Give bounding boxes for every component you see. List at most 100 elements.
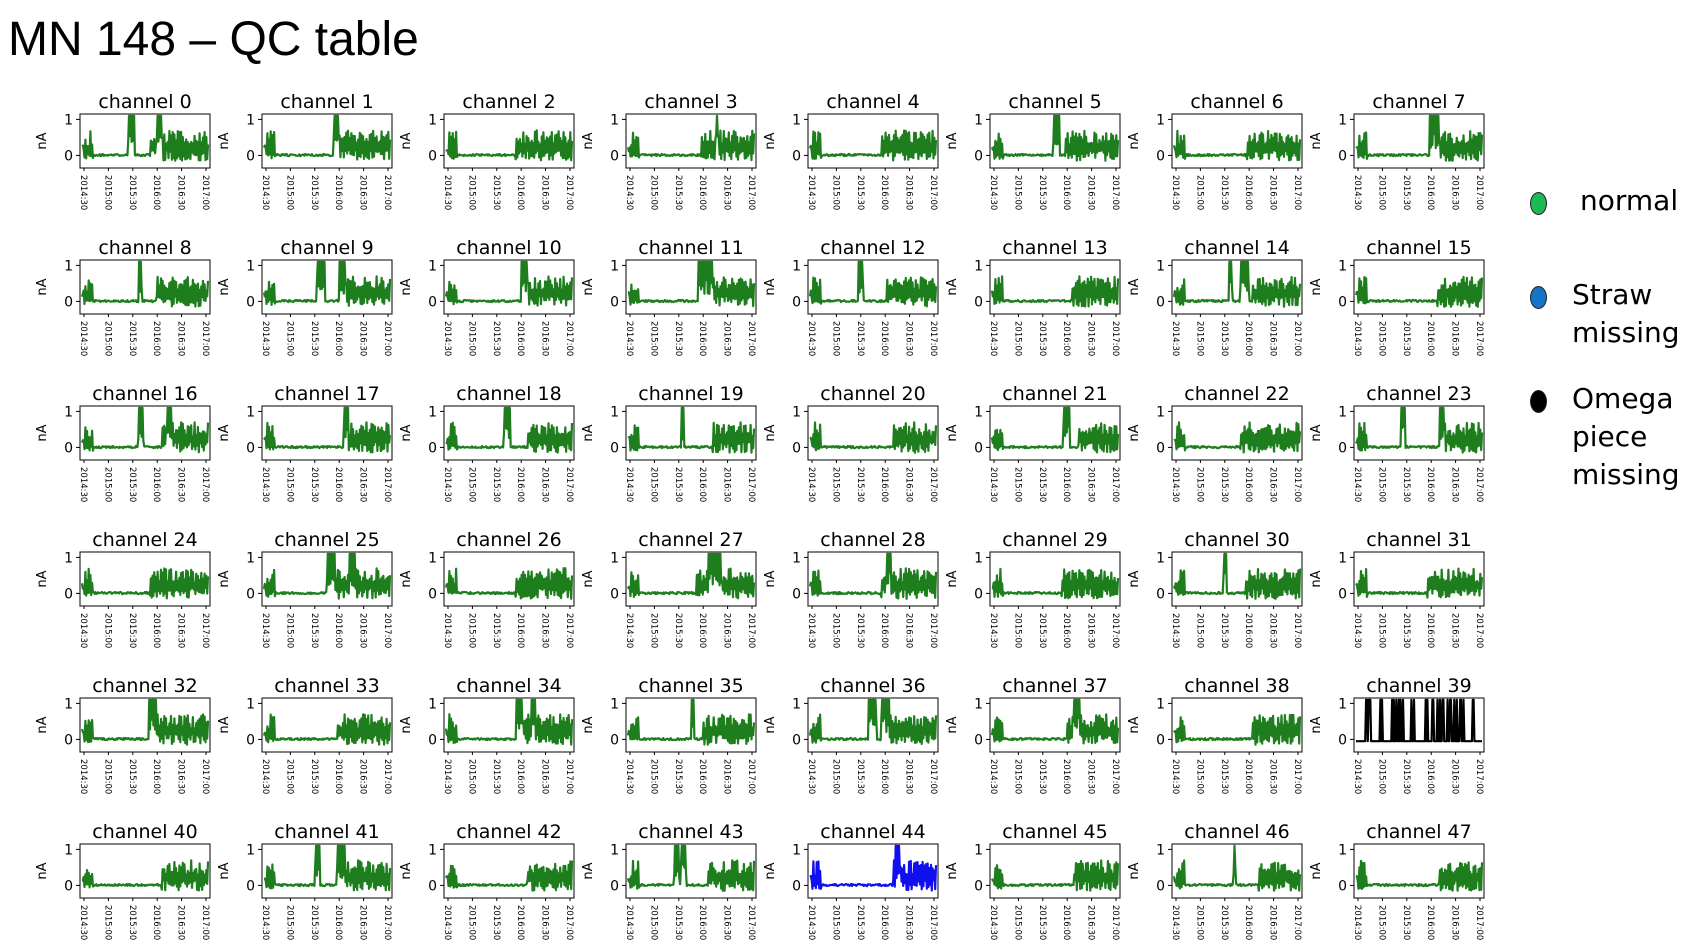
x-tick-label: 2016:00	[1061, 467, 1071, 502]
x-tick-label: 2017:00	[1474, 175, 1484, 210]
x-tick-label: 2017:00	[746, 613, 756, 648]
series-line	[1355, 698, 1483, 743]
x-tick-label: 2016:00	[1243, 467, 1253, 502]
panel-channel-5: channel 5 1 0 nA 2014:30 2015:00 2015:30 2016:0…	[945, 91, 1121, 210]
series-line	[1355, 406, 1484, 454]
x-tick-label: 2017:00	[1110, 759, 1120, 794]
x-tick-label: 2015:30	[1401, 175, 1411, 210]
panel-title: channel 24	[92, 529, 197, 551]
plot-frame	[79, 551, 211, 607]
y-tick-label: 0	[974, 586, 983, 602]
y-tick-label: 0	[246, 586, 255, 602]
x-tick-label: 2016:00	[151, 759, 161, 794]
x-tick-label: 2015:30	[1401, 759, 1411, 794]
panel-title: channel 1	[280, 91, 373, 113]
x-tick-label: 2016:00	[1061, 759, 1071, 794]
y-tick-label: 1	[246, 550, 255, 566]
x-tick-label: 2014:30	[806, 321, 816, 356]
plot-frame	[261, 259, 393, 315]
x-tick-label: 2016:00	[1425, 321, 1435, 356]
panel-title: channel 10	[456, 237, 561, 259]
x-tick-label: 2016:30	[1450, 321, 1460, 356]
panel-channel-9: channel 9 1 0 nA 2014:30 2015:00 2015:30 2016:0…	[217, 237, 393, 356]
panel-title: channel 27	[638, 529, 743, 551]
plot-frame	[625, 259, 757, 315]
panel-channel-11: channel 11 1 0 nA 2014:30 2015:00 2015:30 2016:…	[581, 237, 757, 356]
y-tick-label: 0	[1156, 732, 1165, 748]
x-tick-label: 2016:00	[151, 321, 161, 356]
x-tick-label: 2017:00	[1292, 613, 1302, 648]
y-axis-label: nA	[581, 862, 596, 879]
x-tick-label: 2016:00	[515, 321, 525, 356]
panel-channel-13: channel 13 1 0 nA 2014:30 2015:00 2015:30 2016:…	[945, 237, 1121, 356]
y-tick-label: 1	[64, 404, 73, 420]
x-tick-label: 2015:30	[855, 175, 865, 210]
x-tick-label: 2014:30	[624, 321, 634, 356]
y-tick-label: 0	[1156, 148, 1165, 164]
y-axis-label: nA	[763, 132, 778, 149]
y-axis-label: nA	[1309, 716, 1324, 733]
plot-frame	[807, 259, 939, 315]
y-tick-label: 0	[974, 440, 983, 456]
y-tick-label: 0	[792, 732, 801, 748]
panel-title: channel 16	[92, 383, 197, 405]
panel-channel-12: channel 12 1 0 nA 2014:30 2015:00 2015:30 2016:…	[763, 237, 939, 356]
series-line	[1172, 552, 1302, 600]
x-tick-label: 2015:30	[127, 759, 137, 794]
x-tick-label: 2015:00	[1376, 613, 1386, 648]
plot-frame	[807, 551, 939, 607]
x-tick-label: 2016:00	[1061, 321, 1071, 356]
y-tick-label: 0	[246, 148, 255, 164]
x-tick-label: 2016:30	[1450, 467, 1460, 502]
x-tick-label: 2017:00	[382, 759, 392, 794]
y-tick-label: 0	[428, 294, 437, 310]
x-tick-label: 2015:30	[1401, 467, 1411, 502]
x-tick-label: 2016:30	[176, 467, 186, 502]
x-tick-label: 2016:30	[358, 613, 368, 648]
x-tick-label: 2016:30	[540, 613, 550, 648]
x-tick-label: 2014:30	[442, 759, 452, 794]
x-tick-label: 2015:00	[1376, 905, 1386, 940]
y-tick-label: 0	[1338, 732, 1347, 748]
panel-channel-6: channel 6 1 0 nA 2014:30 2015:00 2015:30 2016:0…	[1127, 91, 1303, 210]
x-tick-label: 2016:00	[697, 321, 707, 356]
y-tick-label: 1	[64, 550, 73, 566]
x-tick-label: 2017:00	[200, 467, 210, 502]
x-tick-label: 2016:30	[1268, 321, 1278, 356]
x-tick-label: 2015:00	[648, 321, 658, 356]
panel-title: channel 41	[274, 821, 379, 843]
x-tick-label: 2015:00	[466, 613, 476, 648]
y-tick-label: 0	[792, 148, 801, 164]
y-tick-label: 0	[1338, 878, 1347, 894]
plot-frame	[261, 551, 393, 607]
y-tick-label: 1	[1338, 550, 1347, 566]
y-tick-label: 1	[1338, 404, 1347, 420]
x-tick-label: 2015:00	[1012, 905, 1022, 940]
x-tick-label: 2016:30	[358, 321, 368, 356]
panel-channel-21: channel 21 1 0 nA 2014:30 2015:00 2015:30 2016:…	[945, 383, 1121, 502]
panel-channel-15: channel 15 1 0 nA 2014:30 2015:00 2015:30 2016:…	[1309, 237, 1485, 356]
plot-frame	[1353, 697, 1485, 753]
x-tick-label: 2017:00	[928, 175, 938, 210]
y-axis-label: nA	[399, 862, 414, 879]
plot-frame	[443, 113, 575, 169]
panel-channel-18: channel 18 1 0 nA 2014:30 2015:00 2015:30 2016:…	[399, 383, 575, 502]
panel-channel-22: channel 22 1 0 nA 2014:30 2015:00 2015:30 2016:…	[1127, 383, 1303, 502]
y-tick-label: 1	[246, 404, 255, 420]
x-tick-label: 2015:30	[1219, 905, 1229, 940]
y-axis-label: nA	[1127, 424, 1142, 441]
series-line	[808, 698, 938, 746]
x-tick-label: 2017:00	[1292, 175, 1302, 210]
panel-title: channel 34	[456, 675, 561, 697]
x-tick-label: 2016:00	[697, 759, 707, 794]
x-tick-label: 2015:30	[673, 905, 683, 940]
panel-title: channel 14	[1184, 237, 1289, 259]
y-axis-label: nA	[945, 132, 960, 149]
y-tick-label: 0	[64, 294, 73, 310]
y-tick-label: 1	[974, 550, 983, 566]
y-tick-label: 0	[428, 148, 437, 164]
x-tick-label: 2016:30	[722, 613, 732, 648]
y-axis-label: nA	[217, 278, 232, 295]
x-tick-label: 2015:00	[830, 905, 840, 940]
x-tick-label: 2014:30	[1170, 467, 1180, 502]
